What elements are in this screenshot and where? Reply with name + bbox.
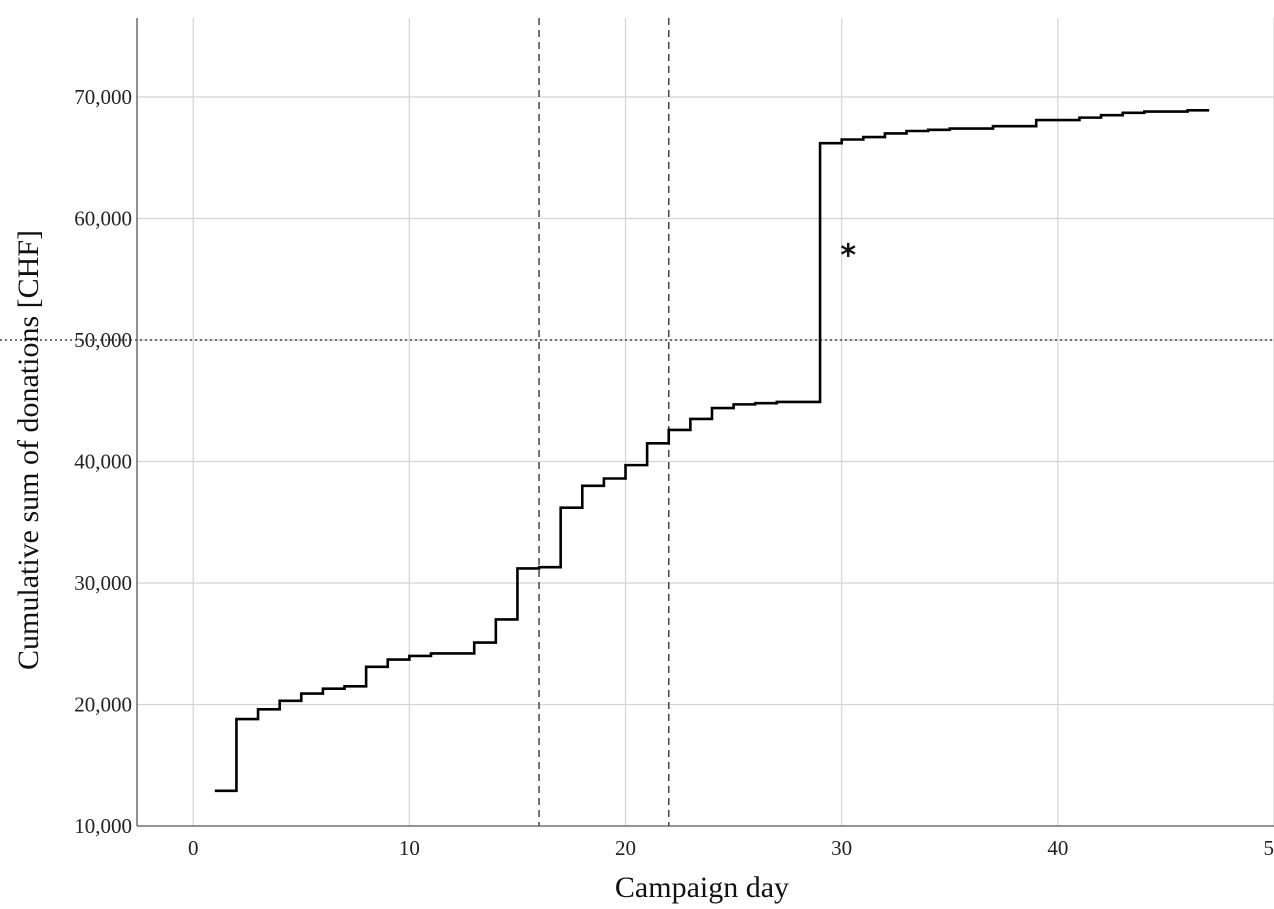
y-tick-label-0: 10,000 [74,814,132,838]
y-axis-title: Cumulative sum of donations [CHF] [12,230,45,670]
y-tick-label-2: 30,000 [74,571,132,595]
y-tick-label-1: 20,000 [74,692,132,716]
y-tick-label-4: 50,000 [74,328,132,352]
tick-labels: 0 10 20 30 40 50 10,000 20,000 30,000 40,000 50,00… [74,85,1274,860]
x-tick-label-1: 10 [399,836,420,860]
x-tick-label-2: 20 [615,836,636,860]
y-tick-label-6: 70,000 [74,85,132,109]
annotation-asterisk: * [840,238,856,273]
y-tick-label-5: 60,000 [74,206,132,230]
series-layer [214,109,1210,793]
reference-lines [0,18,1274,826]
y-tick-label-3: 40,000 [74,449,132,473]
annotations: * [840,238,856,273]
x-tick-label-5: 50 [1264,836,1274,860]
x-tick-label-4: 40 [1047,836,1068,860]
x-tick-label-3: 30 [831,836,852,860]
axes [136,18,1274,827]
x-tick-label-0: 0 [188,836,199,860]
x-axis-title: Campaign day [615,871,789,904]
grid-lines [137,18,1274,826]
series-line-0 [214,109,1210,793]
